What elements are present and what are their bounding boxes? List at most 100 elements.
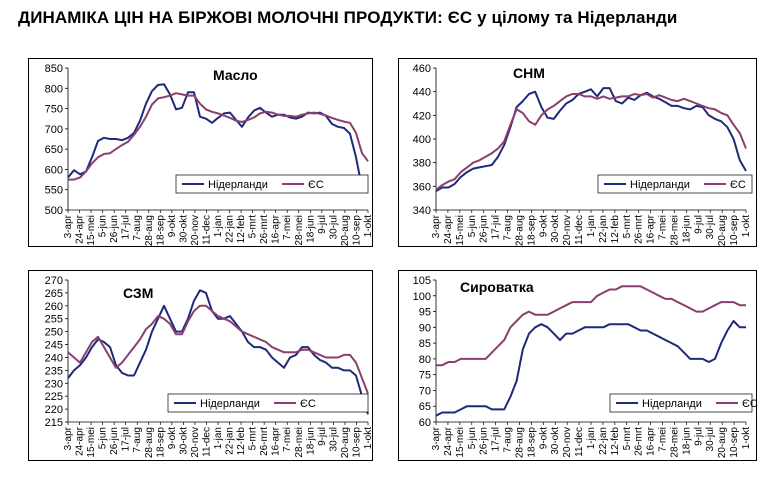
x-tick-label: 22-jan (598, 427, 609, 455)
x-tick-label: 20-nov (190, 427, 201, 458)
y-tick-label: 240 (45, 352, 63, 364)
x-tick-label: 18-jun (681, 427, 692, 455)
x-tick-label: 11-dec (201, 215, 212, 245)
x-tick-label: 3-apr (63, 214, 74, 238)
y-tick-label: 360 (413, 181, 431, 193)
series-line-eu (435, 93, 747, 191)
x-tick-label: 26-jun (479, 427, 490, 455)
y-tick-label: 90 (419, 322, 431, 334)
x-tick-label: 1-jan (586, 215, 597, 237)
series-line-eu (68, 92, 369, 181)
x-tick-label: 17-jul (121, 427, 132, 451)
x-tick-label: 18-sep (155, 215, 166, 246)
y-tick-label: 100 (413, 291, 431, 303)
y-tick-label: 700 (45, 124, 63, 136)
x-tick-label: 10-sep (729, 427, 740, 458)
y-tick-label: 105 (413, 275, 431, 287)
x-tick-label: 20-nov (190, 215, 201, 246)
x-tick-label: 3-apr (63, 426, 74, 450)
x-tick-label: 26-jun (109, 427, 120, 455)
x-tick-label: 28-aug (514, 427, 525, 458)
legend-box (167, 393, 369, 413)
y-tick-label: 215 (45, 417, 63, 429)
x-tick-label: 26-mrt (634, 427, 645, 456)
x-tick-label: 10-sep (351, 427, 362, 458)
y-tick-label: 340 (413, 205, 431, 217)
x-tick-label: 15-mei (455, 427, 466, 458)
x-tick-label: 30-okt (550, 215, 561, 243)
legend-label-eu: ЄС (300, 398, 316, 410)
x-tick-label: 17-jul (121, 215, 132, 239)
x-tick-label: 24-apr (75, 214, 86, 244)
y-tick-label: 380 (413, 158, 431, 170)
y-tick-label: 440 (413, 87, 431, 99)
x-tick-label: 30-okt (178, 215, 189, 243)
legend-label-eu: ЄС (742, 398, 758, 410)
y-tick-label: 400 (413, 134, 431, 146)
x-tick-label: 28-mei (294, 215, 305, 246)
x-tick-label: 22-jan (598, 215, 609, 243)
x-tick-label: 26-mrt (634, 215, 645, 244)
series-line-nl (67, 289, 369, 415)
legend: Нідерланди ЄС (175, 174, 369, 194)
y-tick-label: 800 (45, 83, 63, 95)
x-tick-label: 30-jul (328, 215, 339, 239)
y-tick-label: 850 (45, 63, 63, 75)
x-tick-label: 20-nov (562, 427, 573, 458)
x-tick-label: 7-aug (132, 215, 143, 241)
y-tick-label: 230 (45, 378, 63, 390)
x-tick-label: 18-sep (526, 427, 537, 458)
x-tick-label: 20-aug (340, 215, 351, 246)
x-tick-label: 3-apr (431, 214, 442, 238)
x-tick-label: 30-okt (178, 427, 189, 455)
y-tick-label: 70 (419, 385, 431, 397)
y-tick-label: 80 (419, 354, 431, 366)
x-tick-label: 7-mei (282, 427, 293, 452)
x-tick-label: 18-jun (305, 215, 316, 243)
y-tick-label: 60 (419, 417, 431, 429)
legend: Нідерланди ЄС (597, 174, 753, 194)
x-tick-label: 12-feb (236, 427, 247, 456)
x-tick-label: 9-jul (317, 215, 328, 234)
y-tick-label: 600 (45, 164, 63, 176)
chart-frame (28, 58, 373, 247)
chart-title: Сироватка (460, 279, 534, 295)
legend-label-eu: ЄС (730, 179, 746, 191)
x-tick-label: 28-mei (669, 215, 680, 246)
x-tick-label: 17-jul (491, 215, 502, 239)
x-tick-label: 9-jul (693, 215, 704, 234)
series-line-eu (67, 304, 369, 394)
legend-label-eu: ЄС (308, 179, 324, 191)
x-tick-label: 28-aug (144, 427, 155, 458)
x-tick-label: 30-jul (328, 427, 339, 451)
x-tick-label: 26-mrt (259, 215, 270, 244)
chart-frame (28, 270, 373, 461)
y-tick-label: 550 (45, 185, 63, 197)
y-tick-label: 750 (45, 104, 63, 116)
x-tick-label: 10-sep (351, 215, 362, 246)
y-tick-label: 65 (419, 401, 431, 413)
y-tick-label: 85 (419, 338, 431, 350)
x-tick-label: 28-mei (294, 427, 305, 458)
x-tick-label: 16-apr (271, 426, 282, 456)
x-tick-label: 9-okt (538, 427, 549, 449)
page-title-main: ДИНАМІКА ЦІН НА БІРЖОВІ МОЛОЧНІ ПРОДУКТИ (18, 8, 438, 27)
y-tick-label: 225 (45, 391, 63, 403)
x-tick-label: 5-jun (467, 427, 478, 449)
x-tick-label: 30-jul (705, 215, 716, 239)
y-tick-label: 75 (419, 370, 431, 382)
x-tick-label: 15-mei (86, 215, 97, 246)
x-tick-label: 5-jun (98, 215, 109, 237)
x-tick-label: 26-mrt (259, 427, 270, 456)
x-tick-label: 11-dec (574, 427, 585, 457)
x-tick-label: 1-jan (213, 427, 224, 449)
x-tick-label: 20-aug (717, 215, 728, 246)
x-tick-label: 30-jul (705, 427, 716, 451)
x-tick-label: 7-mei (658, 427, 669, 452)
x-tick-label: 5-mrt (248, 427, 259, 451)
